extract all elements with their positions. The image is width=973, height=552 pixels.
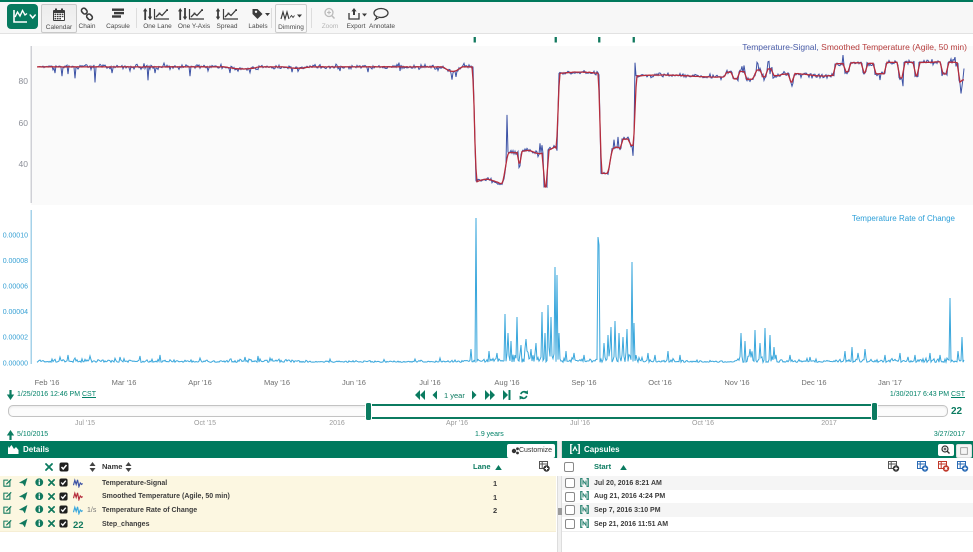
svg-text:Jan '17: Jan '17 [878,378,902,387]
svg-text:22: 22 [951,406,963,416]
svg-text:1 year: 1 year [444,391,465,400]
svg-text:0.00008: 0.00008 [3,258,28,265]
svg-text:80: 80 [19,76,29,86]
svg-text:Feb '16: Feb '16 [35,378,60,387]
svg-text:Dec '16: Dec '16 [801,378,826,387]
svg-text:60: 60 [19,118,29,128]
svg-text:Jul '16: Jul '16 [419,378,440,387]
svg-text:Apr '16: Apr '16 [188,378,212,387]
svg-text:Mar '16: Mar '16 [112,378,137,387]
svg-text:0.00000: 0.00000 [3,361,28,368]
svg-text:Aug '16: Aug '16 [494,378,519,387]
svg-text:Temperature Rate of Change: Temperature Rate of Change [852,214,956,223]
svg-text:22: 22 [73,520,84,530]
svg-text:0.00010: 0.00010 [3,233,28,240]
svg-text:0.00006: 0.00006 [3,284,28,291]
svg-text:0.00002: 0.00002 [3,335,28,342]
svg-text:Jun '16: Jun '16 [342,378,366,387]
svg-text:Sep '16: Sep '16 [571,378,596,387]
svg-text:Temperature-Signal, Smoothed T: Temperature-Signal, Smoothed Temperature… [742,42,967,52]
svg-text:Nov '16: Nov '16 [724,378,749,387]
svg-text:May '16: May '16 [264,378,290,387]
svg-text:Oct '16: Oct '16 [648,378,672,387]
svg-text:0.00004: 0.00004 [3,309,28,316]
svg-text:40: 40 [19,159,29,169]
